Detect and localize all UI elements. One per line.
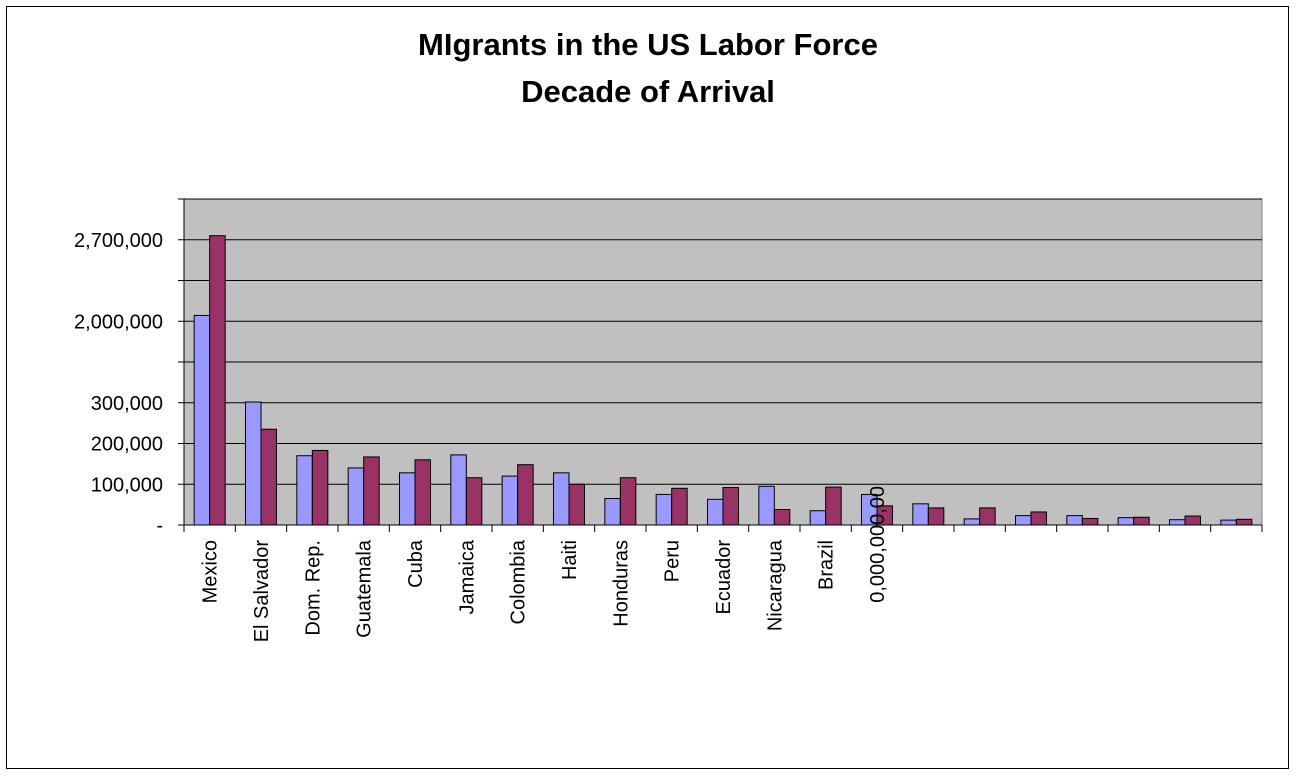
bar-series-2	[1184, 515, 1201, 526]
bar-series-1	[809, 510, 827, 526]
bar-series-2	[1235, 518, 1253, 526]
bar-series-2	[825, 486, 842, 526]
x-tick-label: Brazil	[816, 540, 838, 590]
bar-series-2	[773, 509, 791, 526]
bar-series-1	[193, 314, 211, 526]
bar-series-1	[655, 493, 673, 526]
bar-series-1	[245, 401, 262, 526]
y-tick-label: 2,000,000	[74, 311, 163, 333]
bar-series-1	[758, 485, 775, 526]
bar-series-2	[568, 483, 585, 526]
y-tick-label: 100,000	[91, 474, 163, 496]
bar-series-1	[963, 518, 981, 526]
bar-series-2	[414, 459, 431, 526]
bar-series-1	[604, 498, 621, 526]
bar-series-1	[501, 475, 519, 526]
x-tick-label: El Salvador	[251, 540, 273, 643]
y-tick-label: 2,700,000	[74, 230, 163, 252]
bar-series-2	[517, 464, 534, 526]
bar-series-2	[260, 428, 277, 526]
bar-series-1	[1117, 517, 1135, 526]
bar-series-2	[311, 449, 329, 526]
x-tick-label: Ecuador	[713, 540, 735, 615]
x-tick-label: Nicaragua	[764, 539, 786, 631]
x-tick-label: Colombia	[508, 539, 530, 624]
bar-series-1	[1169, 519, 1186, 526]
bar-series-2	[619, 477, 637, 526]
bar-series-2	[209, 235, 226, 526]
y-tick-label: 300,000	[91, 393, 163, 415]
bar-series-1	[1066, 515, 1083, 526]
bar-series-2	[876, 505, 893, 526]
x-tick-label: Guatemala	[354, 539, 376, 638]
bar-series-2	[1081, 517, 1099, 526]
y-tick-label: 200,000	[91, 434, 163, 456]
bar-series-1	[1015, 515, 1032, 526]
x-tick-label: Peru	[662, 540, 684, 582]
bar-series-1	[553, 472, 570, 526]
bar-series-1	[296, 455, 313, 526]
overlapping-label: 0,000,000,00	[867, 486, 889, 603]
bar-series-2	[465, 477, 483, 526]
bar-series-2	[1133, 516, 1150, 526]
bar-series-2	[671, 487, 688, 526]
bar-series-1	[912, 503, 929, 526]
bar-series-2	[927, 507, 945, 526]
bar-series-1	[399, 472, 416, 526]
bar-series-2	[363, 456, 380, 526]
y-tick-label: -	[156, 515, 163, 537]
bar-series-1	[1220, 519, 1237, 526]
bar-series-1	[450, 454, 467, 526]
x-tick-label: Jamaica	[456, 539, 478, 614]
bar-series-2	[979, 507, 996, 526]
bar-series-2	[1030, 511, 1047, 526]
x-tick-label: Dom. Rep.	[302, 540, 324, 636]
chart-title-line-2: Decade of Arrival	[521, 74, 775, 109]
bar-series-2	[722, 487, 739, 526]
bar-series-1	[707, 498, 724, 526]
chart-title-line-1: MIgrants in the US Labor Force	[418, 27, 878, 62]
x-tick-label: Honduras	[610, 540, 632, 627]
x-tick-label: Haiti	[559, 540, 581, 580]
x-tick-label: Cuba	[405, 539, 427, 588]
bar-series-1	[347, 467, 365, 526]
x-tick-label: Mexico	[200, 540, 222, 603]
